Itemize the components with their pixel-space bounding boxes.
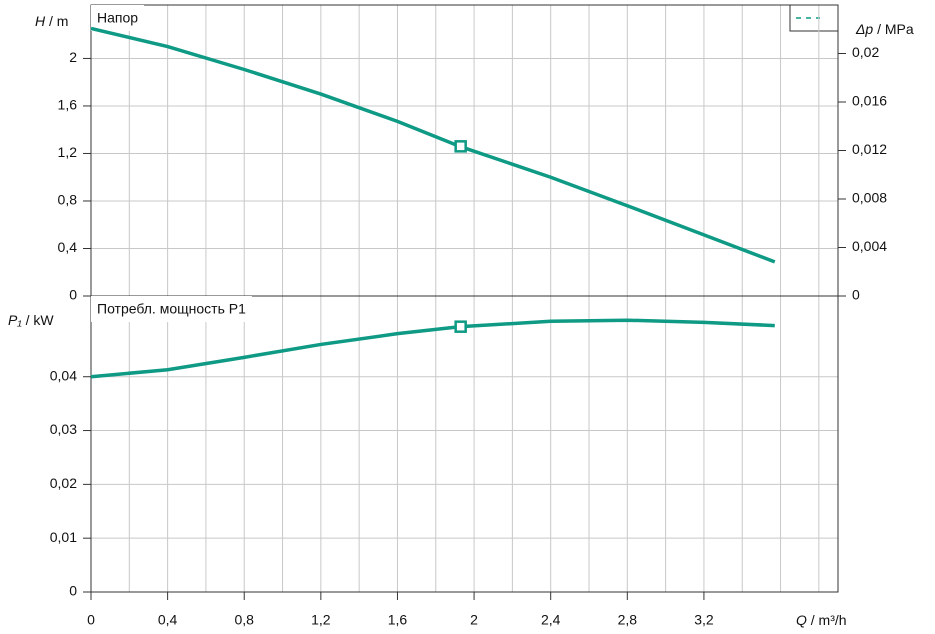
y2-axis-label: Δp / MPa [855, 21, 914, 37]
operating-point [454, 320, 467, 333]
panel-title: Напор [97, 10, 138, 26]
x-tick-label: 1,2 [311, 612, 331, 628]
panel-title-box [91, 5, 145, 31]
y2-tick-label: 0 [852, 287, 860, 303]
y-tick-label: 0,04 [50, 367, 77, 383]
y-tick-label: 0,02 [50, 475, 77, 491]
curve [90, 26, 776, 264]
x-label-unit: / m³/h [811, 612, 847, 628]
x-tick-label: 2,8 [618, 612, 638, 628]
curve [90, 318, 775, 379]
y-tick-label: 1,6 [58, 97, 78, 113]
x-label-symbol: Q [796, 612, 807, 628]
plot-frame [90, 295, 839, 593]
y2-tick-label: 0,016 [852, 93, 887, 109]
x-tick-label: 0,4 [158, 612, 178, 628]
y-tick-label: 0,03 [50, 421, 77, 437]
x-tick-label: 2 [470, 612, 478, 628]
x-tick-label: 0 [87, 612, 95, 628]
y-tick-label: 0 [69, 287, 77, 303]
y-tick-label: 2 [69, 49, 77, 65]
y2-tick-label: 0,02 [852, 44, 879, 60]
y2-tick-label: 0,012 [852, 141, 887, 157]
y-label-unit: / m [49, 13, 68, 29]
y-label-unit: / kW [26, 312, 55, 328]
y-tick-label: 0,01 [50, 529, 77, 545]
plot-layer: 00,40,81,21,6200,0040,0080,0120,0160,02Н… [50, 4, 887, 628]
x-tick-label: 0,8 [234, 612, 254, 628]
y-axis-label: P₁ / kW [8, 312, 54, 328]
panel-title: Потребл. мощность P1 [97, 301, 246, 317]
y-label-symbol: P₁ [8, 312, 22, 328]
panel-title-box [91, 296, 252, 322]
y2-tick-label: 0,004 [852, 238, 887, 254]
y2-tick-label: 0,008 [852, 190, 887, 206]
y-tick-label: 0,8 [58, 192, 78, 208]
y2-label-unit: / MPa [877, 21, 914, 37]
y2-label-symbol: Δp [855, 21, 873, 37]
y-axis-label: H / m [35, 13, 68, 29]
x-axis-label: Q / m³/h [796, 612, 847, 628]
x-tick-label: 2,4 [541, 612, 561, 628]
x-tick-label: 1,6 [388, 612, 408, 628]
y-label-symbol: H [35, 13, 46, 29]
operating-point [454, 140, 467, 153]
y-tick-label: 0 [69, 583, 77, 599]
y-tick-label: 0,4 [58, 239, 78, 255]
x-tick-label: 3,2 [694, 612, 714, 628]
y-tick-label: 1,2 [58, 144, 78, 160]
